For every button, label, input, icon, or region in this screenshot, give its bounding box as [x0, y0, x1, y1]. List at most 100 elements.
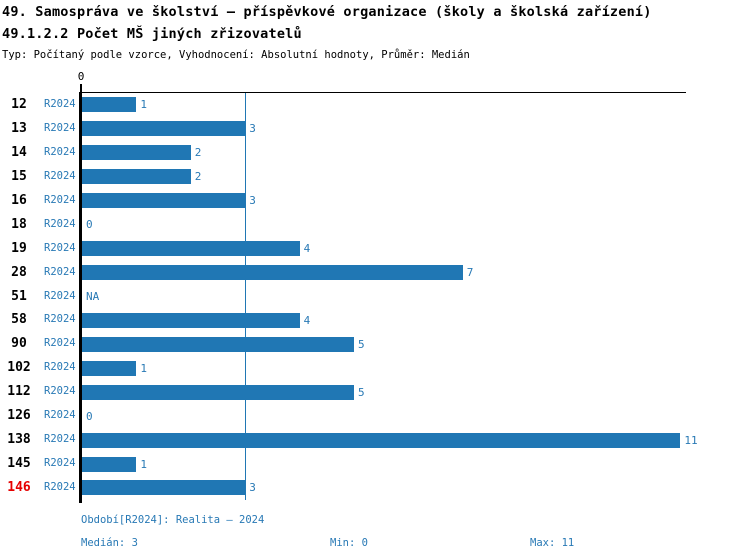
bar [82, 360, 137, 376]
x-axis-tick-mark [80, 84, 82, 92]
bar-row: 13 R2024 3 [0, 117, 750, 141]
bar-area: 3 [82, 117, 256, 141]
series-label: R2024 [44, 433, 76, 446]
bar-row: 90 R2024 5 [0, 332, 750, 356]
min-stat: Min: 0 [330, 537, 368, 549]
series-label: R2024 [44, 98, 76, 110]
chart-title-line1: 49. Samospráva ve školství – příspěvkové… [2, 4, 652, 20]
bar-row: 145 R2024 1 [0, 452, 750, 476]
value-label: 4 [303, 242, 311, 256]
series-label: R2024 [44, 481, 76, 493]
category-label: 15 [11, 168, 27, 184]
category-label: 51 [11, 288, 27, 304]
series-label: R2024 [44, 313, 76, 326]
bar-row: 14 R2024 2 [0, 141, 750, 165]
period-label: Období[R2024]: Realita – 2024 [81, 514, 265, 526]
bar-row: 51 R2024 NA [0, 285, 750, 309]
bar-area: 0 [82, 404, 93, 428]
bar [82, 241, 300, 257]
value-label: 3 [249, 122, 256, 136]
bar-area: 0 [82, 213, 93, 237]
bar-row: 146 R2024 3 [0, 476, 750, 500]
chart-meta-info: Typ: Počítaný podle vzorce, Vyhodnocení:… [2, 49, 470, 61]
bar [82, 265, 463, 281]
category-label: 145 [7, 456, 31, 472]
bar [82, 456, 137, 472]
value-label: 7 [466, 266, 474, 280]
series-label: R2024 [44, 409, 76, 422]
value-label: 3 [249, 194, 256, 208]
series-label: R2024 [44, 361, 76, 374]
category-label: 18 [11, 216, 27, 232]
value-label: 1 [140, 98, 148, 112]
value-label: 2 [194, 170, 202, 184]
series-label: R2024 [44, 193, 76, 206]
series-label: R2024 [44, 385, 76, 398]
bar [82, 145, 191, 161]
bar [82, 121, 246, 137]
bar-row: 138 R2024 11 [0, 428, 750, 452]
series-label: R2024 [44, 145, 76, 158]
bar-chart-rows: 12 R2024 1 13 R2024 3 14 R2024 2 15 R2024 2 16 R2024 3… [0, 93, 750, 500]
bar-area: 3 [82, 189, 256, 213]
category-label: 126 [7, 408, 31, 424]
value-label: 11 [684, 433, 698, 447]
category-label: 14 [11, 144, 27, 160]
bar-area: 1 [82, 356, 147, 380]
median-stat: Medián: 3 [81, 537, 138, 549]
bar [82, 169, 191, 185]
value-label: 3 [249, 481, 256, 495]
median-reference-line [245, 93, 246, 500]
bar-row: 112 R2024 5 [0, 380, 750, 404]
bar-row: 15 R2024 2 [0, 165, 750, 189]
bar-area: 1 [82, 452, 147, 476]
bar-area: 11 [82, 428, 698, 452]
category-label: 13 [11, 120, 27, 136]
chart-title-line2: 49.1.2.2 Počet MŠ jiných zřizovatelů [2, 26, 302, 42]
x-axis-line [79, 92, 686, 93]
category-label: 16 [11, 192, 27, 208]
bar [82, 384, 354, 400]
bar-area: 7 [82, 261, 473, 285]
bar [82, 480, 246, 496]
y-axis-line [79, 92, 82, 503]
series-label: R2024 [44, 457, 76, 470]
category-label: 102 [7, 360, 31, 376]
series-label: R2024 [44, 337, 76, 350]
value-label: 0 [86, 218, 93, 232]
value-label: 5 [358, 337, 365, 351]
bar-area: 2 [82, 141, 201, 165]
category-label: 90 [11, 336, 27, 352]
bar-row: 102 R2024 1 [0, 356, 750, 380]
category-label: 28 [11, 264, 27, 280]
category-label: 19 [11, 240, 27, 256]
bar-area: 5 [82, 380, 365, 404]
category-label-highlighted: 146 [7, 480, 31, 495]
bar-area: 2 [82, 165, 201, 189]
bar-area: NA [82, 285, 99, 309]
bar-area: 5 [82, 332, 365, 356]
max-stat: Max: 11 [530, 537, 575, 549]
bar-row: 19 R2024 4 [0, 237, 750, 261]
series-label: R2024 [44, 217, 76, 230]
bar-row: 12 R2024 1 [0, 93, 750, 117]
bar-row: 16 R2024 3 [0, 189, 750, 213]
bar-row: 126 R2024 0 [0, 404, 750, 428]
category-label: 112 [7, 384, 31, 400]
value-label: 1 [140, 457, 148, 471]
series-label: R2024 [44, 265, 76, 278]
value-label: 5 [358, 385, 365, 399]
value-label: 0 [86, 409, 93, 423]
bar-area: 4 [82, 237, 310, 261]
category-label: 58 [11, 312, 27, 328]
bar-row: 28 R2024 7 [0, 261, 750, 285]
bar [82, 97, 137, 113]
bar-row: 18 R2024 0 [0, 213, 750, 237]
series-label: R2024 [44, 121, 76, 134]
bar [82, 336, 354, 352]
value-label: 4 [303, 313, 311, 327]
category-label: 12 [11, 97, 27, 112]
bar [82, 193, 246, 209]
series-label: R2024 [44, 169, 76, 182]
